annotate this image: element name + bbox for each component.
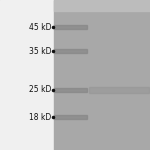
Text: 25 kD: 25 kD xyxy=(29,85,51,94)
Text: 18 kD: 18 kD xyxy=(29,112,51,122)
Bar xyxy=(54,115,87,119)
Bar xyxy=(54,0,150,150)
Bar xyxy=(54,25,87,29)
Bar xyxy=(88,87,148,93)
Text: 35 kD: 35 kD xyxy=(28,46,51,56)
Bar xyxy=(54,88,87,92)
Bar xyxy=(0,0,54,150)
Text: 45 kD: 45 kD xyxy=(28,22,51,32)
Bar xyxy=(54,0,150,11)
Bar xyxy=(54,49,87,53)
